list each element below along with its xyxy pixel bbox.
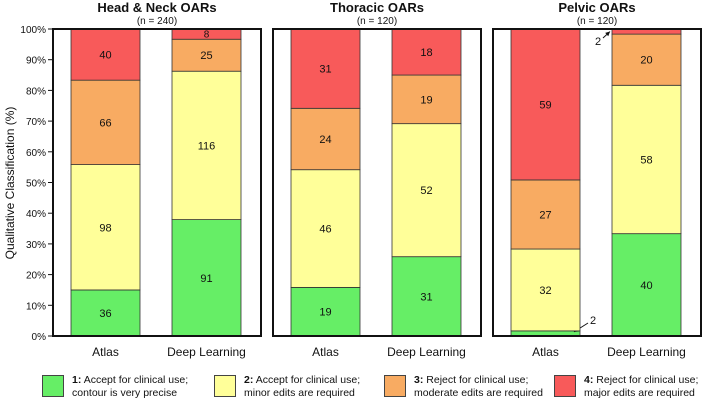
y-axis-ticks: 0% 10% 20% 30% 40% 50% 60% 70% 80% 90% 100% [20, 25, 52, 343]
panel-subtitle: (n = 120) [577, 16, 617, 27]
bar-segment [510, 179, 581, 250]
data-label: 8 [204, 30, 210, 41]
bar-segment [290, 107, 361, 171]
bar-segment [290, 28, 361, 109]
data-label: 2 [595, 36, 601, 48]
legend-line2-3: moderate edits are required [414, 387, 543, 399]
bar-segment [70, 79, 141, 165]
y-tick-label: 20% [26, 271, 46, 282]
bar-segment [510, 248, 581, 332]
y-tick-label: 70% [26, 117, 46, 128]
x-category-label: Deep Learning [167, 345, 246, 359]
panel-1: Head & Neck OARs(n = 240) 36 98 66 40 Atlas 91… [52, 0, 262, 359]
data-label: 19 [420, 94, 432, 106]
data-label: 116 [198, 140, 216, 152]
bar-segment [70, 28, 141, 81]
y-axis-label: Qualitative Classification (%) [3, 107, 17, 260]
y-tick-label: 40% [26, 209, 46, 220]
panel-2: Thoracic OARs(n = 120) 19 46 24 31 Atlas 31 52 1… [272, 0, 482, 359]
legend-num-3: 3: [414, 374, 424, 386]
data-label: 20 [640, 55, 652, 67]
legend-num-4: 4: [584, 374, 594, 386]
panel-frame [272, 28, 482, 337]
data-label: 19 [319, 307, 331, 319]
legend-swatch-3 [384, 375, 406, 397]
y-tick-label: 30% [26, 240, 46, 251]
data-label: 32 [539, 285, 551, 297]
data-label: 2 [590, 315, 596, 327]
panel-subtitle: (n = 120) [357, 16, 397, 27]
bar-segment [391, 256, 462, 337]
x-category-label: Atlas [532, 345, 559, 359]
legend-line1-2: Accept for clinical use; [255, 374, 361, 386]
data-label: 52 [420, 185, 432, 197]
data-label: 25 [200, 50, 212, 62]
panel-title: Pelvic OARs [558, 0, 635, 15]
data-label: 66 [99, 117, 111, 129]
bar-segment [171, 70, 242, 220]
data-label: 31 [319, 64, 331, 76]
legend-line1-3: Reject for clinical use; [426, 374, 529, 386]
data-label: 98 [99, 222, 111, 234]
data-label: 40 [99, 50, 111, 62]
bar-segment [290, 286, 361, 337]
y-tick-label: 90% [26, 56, 46, 67]
legend-swatch-4 [554, 375, 576, 397]
data-label: 18 [420, 47, 432, 59]
legend-line1-4: Reject for clinical use; [596, 374, 699, 386]
data-label: 27 [539, 209, 551, 221]
data-label: 91 [200, 273, 212, 285]
data-label: 31 [420, 291, 432, 303]
bar-segment [611, 233, 682, 337]
y-tick-label: 100% [20, 25, 46, 36]
legend-num-2: 2: [244, 374, 254, 386]
data-label: 36 [99, 308, 111, 320]
chart-panels: Head & Neck OARs(n = 240) 36 98 66 40 Atlas 91… [52, 0, 702, 359]
x-category-label: Deep Learning [607, 345, 686, 359]
data-label: 24 [319, 134, 331, 146]
panel-frame [52, 28, 262, 337]
legend-num-1: 1: [72, 374, 82, 386]
legend-swatch-1 [42, 375, 64, 397]
panel-frame [492, 28, 702, 337]
bar-segment [611, 84, 682, 235]
bar-segment [70, 164, 141, 291]
bar-segment [391, 74, 462, 125]
panel-title: Thoracic OARs [330, 0, 424, 15]
panel-title: Head & Neck OARs [97, 0, 216, 15]
legend-line2-4: major edits are required [584, 387, 695, 399]
bar-segment [290, 169, 361, 288]
bar-segment [391, 28, 462, 76]
x-category-label: Deep Learning [387, 345, 466, 359]
panel-3: Pelvic OARs(n = 120) 2 32 27 59 Atlas 40 58 20 2 D… [492, 0, 702, 359]
y-tick-label: 80% [26, 86, 46, 97]
data-label: 46 [319, 224, 331, 236]
data-label: 59 [539, 99, 551, 111]
bar-segment [171, 219, 242, 337]
y-tick-label: 50% [26, 179, 46, 190]
annotation-arrowhead [605, 31, 610, 37]
legend-line1-1: Accept for clinical use; [83, 374, 189, 386]
data-label: 40 [640, 280, 652, 292]
bar-segment [391, 123, 462, 258]
panel-subtitle: (n = 240) [137, 16, 177, 27]
legend-line2-2: minor edits are required [244, 387, 355, 399]
y-tick-label: 60% [26, 148, 46, 159]
y-tick-label: 10% [26, 301, 46, 312]
x-category-label: Atlas [312, 345, 339, 359]
bar-segment [70, 289, 141, 337]
data-label: 58 [640, 154, 652, 166]
legend-line2-1: contour is very precise [72, 387, 178, 399]
legend-swatch-2 [214, 375, 236, 397]
bar-segment [510, 28, 581, 181]
x-category-label: Atlas [92, 345, 119, 359]
y-tick-label: 0% [32, 332, 47, 343]
